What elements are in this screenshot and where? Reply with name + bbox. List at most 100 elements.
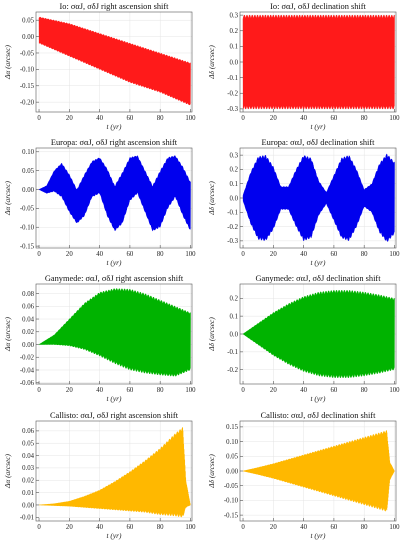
y-tick-label: 0.2 <box>230 28 239 35</box>
y-tick-label: 0.0 <box>230 59 239 66</box>
y-tick-label: 0.00 <box>226 468 238 475</box>
y-tick-label: 0.1 <box>230 181 239 188</box>
y-tick-label: 0.04 <box>22 316 34 323</box>
y-axis-label: Δα (arcsec) <box>3 180 12 216</box>
x-axis-label: t (yr) <box>107 258 123 267</box>
chart-panel-6: Ganymede: σαJ, σδJ declination shift 0 20 4… <box>207 274 400 403</box>
y-tick-label: -0.02 <box>20 355 35 362</box>
x-axis-label: t (yr) <box>311 258 327 267</box>
x-tick-label: 60 <box>331 251 338 258</box>
chart-title: Callisto: σαJ, σδJ declination shift <box>261 411 377 420</box>
x-axis-label: t (yr) <box>107 122 123 131</box>
y-tick-label: 0.2 <box>230 167 239 174</box>
y-tick-label: 0.00 <box>22 187 34 194</box>
x-tick-label: 20 <box>270 387 277 394</box>
y-tick-label: 0.10 <box>226 439 238 446</box>
y-tick-label: 0.3 <box>230 12 239 19</box>
x-tick-label: 100 <box>389 524 400 531</box>
x-tick-label: 100 <box>185 387 196 394</box>
y-tick-label: 0.02 <box>22 329 34 336</box>
x-tick-label: 40 <box>300 115 307 122</box>
plot-frame <box>35 420 193 522</box>
data-series <box>38 427 191 518</box>
y-tick-label: 0.05 <box>22 441 34 448</box>
chart-panel-4: Europa: σαJ, σδJ declination shift 0 20 40 6… <box>207 138 400 267</box>
x-tick-label: 20 <box>270 524 277 531</box>
x-tick-label: 20 <box>270 251 277 258</box>
data-series <box>38 155 191 232</box>
x-tick-label: 0 <box>37 115 41 122</box>
x-tick-label: 0 <box>37 251 41 258</box>
x-tick-label: 80 <box>157 115 164 122</box>
x-tick-label: 40 <box>300 524 307 531</box>
data-series <box>242 289 395 379</box>
y-tick-label: 0.3 <box>230 152 239 159</box>
plot-frame <box>35 11 193 113</box>
chart-panel-2: Io: σαJ, σδJ declination shift 0 20 40 60 80 1… <box>207 2 400 131</box>
x-tick-label: 0 <box>37 387 41 394</box>
x-tick-label: 100 <box>185 115 196 122</box>
x-tick-label: 60 <box>127 251 134 258</box>
chart-title: Europa: σαJ, σδJ declination shift <box>262 138 376 147</box>
x-tick-label: 60 <box>127 115 134 122</box>
y-axis-label: Δα (arcsec) <box>3 44 12 80</box>
y-tick-label: 0.06 <box>22 428 34 435</box>
y-tick-label: 0.1 <box>230 44 239 51</box>
x-tick-label: 100 <box>185 251 196 258</box>
data-series <box>38 16 191 106</box>
x-tick-label: 80 <box>361 387 368 394</box>
x-tick-label: 20 <box>66 115 73 122</box>
data-series <box>242 430 395 512</box>
y-tick-label: -0.2 <box>227 91 238 98</box>
y-tick-label: -0.05 <box>20 206 35 213</box>
y-axis-label: Δδ (arcsec) <box>207 454 216 489</box>
y-tick-label: 0.05 <box>226 454 238 461</box>
x-tick-label: 80 <box>361 115 368 122</box>
y-tick-label: 0.02 <box>22 478 34 485</box>
x-tick-label: 100 <box>389 251 400 258</box>
y-tick-label: -0.05 <box>224 483 239 490</box>
y-tick-label: -0.15 <box>20 243 35 250</box>
x-tick-label: 40 <box>300 387 307 394</box>
y-tick-label: -0.06 <box>20 380 35 387</box>
y-tick-label: -0.15 <box>224 512 239 519</box>
x-tick-label: 100 <box>185 524 196 531</box>
x-tick-label: 80 <box>157 251 164 258</box>
x-axis-label: t (yr) <box>107 394 123 403</box>
x-tick-label: 60 <box>127 387 134 394</box>
chart-title: Io: σαJ, σδJ right ascension shift <box>59 2 169 11</box>
y-tick-label: -0.3 <box>227 238 238 245</box>
y-tick-label: -0.1 <box>227 349 238 356</box>
y-tick-label: 0.2 <box>230 296 239 303</box>
data-series <box>38 288 191 377</box>
x-tick-label: 40 <box>300 251 307 258</box>
y-tick-label: -0.2 <box>227 367 238 374</box>
y-tick-label: 0.05 <box>22 168 34 175</box>
x-tick-label: 20 <box>66 251 73 258</box>
x-axis-label: t (yr) <box>311 122 327 131</box>
x-tick-label: 0 <box>241 387 245 394</box>
chart-panel-7: Callisto: σαJ, σδJ right ascension shift… <box>3 411 196 540</box>
y-tick-label: 0.1 <box>230 313 239 320</box>
y-tick-label: -0.3 <box>227 106 238 113</box>
x-tick-label: 0 <box>241 115 245 122</box>
x-tick-label: 0 <box>241 524 245 531</box>
x-tick-label: 40 <box>96 115 103 122</box>
y-tick-label: -0.10 <box>224 498 239 505</box>
chart-panel-3: Europa: σαJ, σδJ right ascension shift 0 2… <box>3 138 196 267</box>
x-tick-label: 60 <box>331 524 338 531</box>
data-series <box>242 153 395 242</box>
chart-title: Europa: σαJ, σδJ right ascension shift <box>51 138 178 147</box>
y-tick-label: 0.04 <box>22 453 34 460</box>
chart-title: Ganymede: σαJ, σδJ right ascension shift <box>45 274 184 283</box>
y-tick-label: 0.01 <box>22 490 34 497</box>
y-tick-label: -0.04 <box>20 367 35 374</box>
y-axis-label: Δα (arcsec) <box>3 316 12 352</box>
y-tick-label: 0.0 <box>230 195 239 202</box>
chart-panel-5: Ganymede: σαJ, σδJ right ascension shift… <box>3 274 196 403</box>
x-tick-label: 40 <box>96 524 103 531</box>
x-tick-label: 0 <box>241 251 245 258</box>
x-tick-label: 60 <box>331 115 338 122</box>
y-tick-label: 0.00 <box>22 502 34 509</box>
